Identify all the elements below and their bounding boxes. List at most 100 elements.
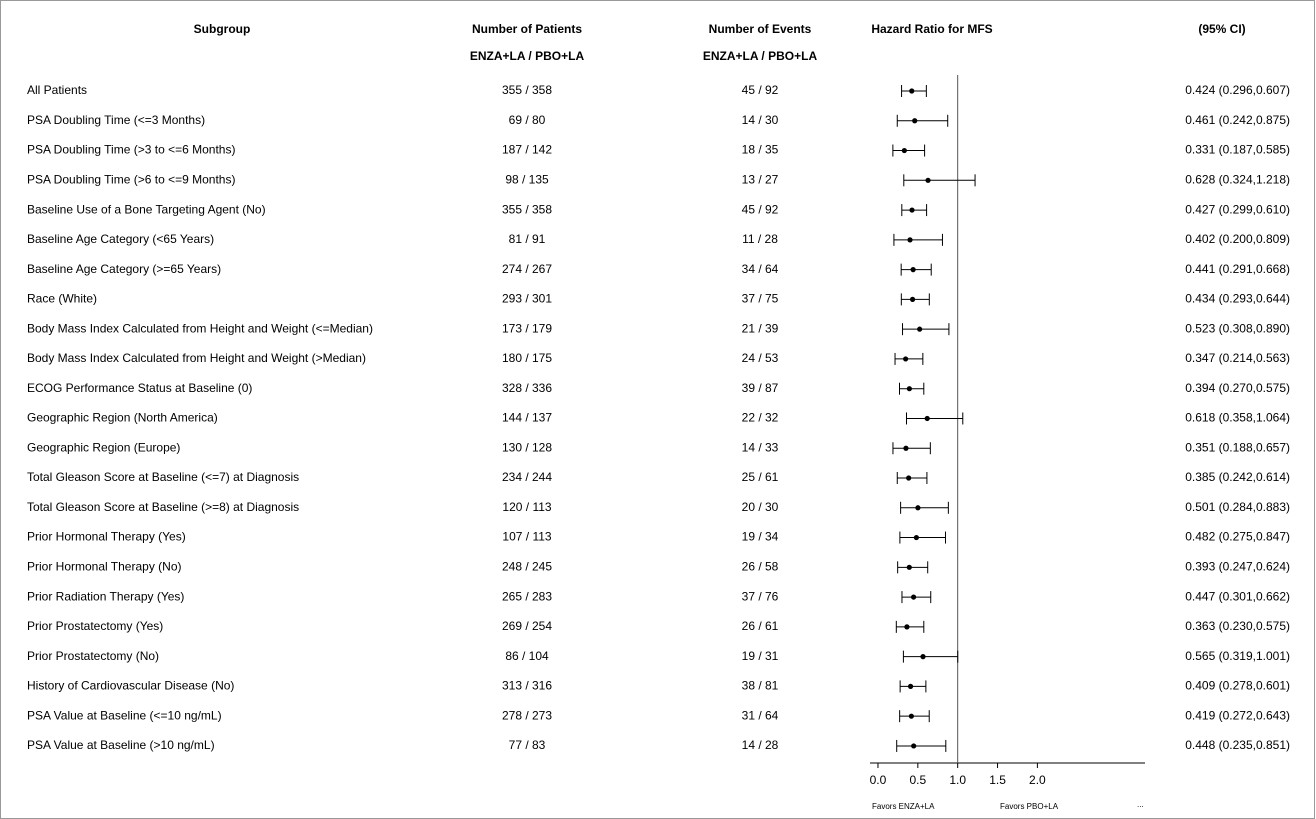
patients-cell: 77 / 83 — [509, 738, 546, 752]
favors-left: Favors ENZA+LA — [872, 802, 935, 811]
subgroup-label: Prior Hormonal Therapy (No) — [27, 559, 182, 573]
hr-point — [912, 118, 918, 124]
events-cell: 21 / 39 — [742, 321, 779, 335]
events-cell: 45 / 92 — [742, 202, 779, 216]
events-cell: 45 / 92 — [742, 83, 779, 97]
events-cell: 31 / 64 — [742, 708, 779, 722]
subgroup-label: History of Cardiovascular Disease (No) — [27, 679, 234, 693]
ci-label: 0.419 (0.272,0.643) — [1185, 708, 1290, 722]
patients-cell: 187 / 142 — [502, 143, 552, 157]
header-subgroup: Subgroup — [194, 22, 251, 36]
subgroup-label: PSA Value at Baseline (>10 ng/mL) — [27, 738, 215, 752]
patients-cell: 98 / 135 — [505, 172, 549, 186]
ci-label: 0.448 (0.235,0.851) — [1185, 738, 1290, 752]
hr-point — [910, 267, 916, 273]
events-cell: 24 / 53 — [742, 351, 779, 365]
hr-point — [908, 713, 914, 719]
hr-point — [907, 683, 914, 690]
hr-point — [911, 594, 917, 600]
patients-cell: 107 / 113 — [502, 530, 551, 544]
subgroup-label: PSA Doubling Time (<=3 Months) — [27, 113, 205, 127]
events-cell: 25 / 61 — [742, 470, 779, 484]
patients-cell: 130 / 128 — [502, 440, 552, 454]
events-cell: 26 / 61 — [742, 619, 779, 633]
events-cell: 34 / 64 — [742, 262, 779, 276]
ci-label: 0.482 (0.275,0.847) — [1185, 530, 1290, 544]
events-cell: 13 / 27 — [742, 172, 779, 186]
ci-label: 0.351 (0.188,0.657) — [1185, 440, 1290, 454]
hr-point — [909, 207, 915, 213]
patients-cell: 120 / 113 — [502, 500, 551, 514]
patients-cell: 313 / 316 — [502, 679, 552, 693]
hr-point — [915, 505, 921, 511]
ci-label: 0.393 (0.247,0.624) — [1185, 559, 1290, 573]
events-cell: 11 / 28 — [742, 232, 778, 246]
subgroup-label: Baseline Age Category (>=65 Years) — [27, 262, 221, 276]
events-cell: 37 / 75 — [742, 292, 779, 306]
ci-label: 0.409 (0.278,0.601) — [1185, 679, 1290, 693]
subgroup-label: Baseline Age Category (<65 Years) — [27, 232, 214, 246]
hr-point — [924, 415, 930, 422]
patients-cell: 293 / 301 — [502, 292, 552, 306]
events-cell: 39 / 87 — [742, 381, 779, 395]
patients-cell: 173 / 179 — [502, 321, 552, 335]
patients-cell: 274 / 267 — [502, 262, 552, 276]
hr-point — [913, 534, 919, 541]
subgroup-label: Prior Hormonal Therapy (Yes) — [27, 530, 186, 544]
patients-cell: 265 / 283 — [502, 589, 552, 603]
x-tick-label: 1.5 — [989, 773, 1006, 787]
hr-point — [903, 445, 909, 451]
subgroup-label: Race (White) — [27, 292, 97, 306]
favors-right: Favors PBO+LA — [1000, 802, 1059, 811]
ci-label: 0.402 (0.200,0.809) — [1185, 232, 1290, 246]
events-cell: 22 / 32 — [742, 411, 779, 425]
ci-label: 0.461 (0.242,0.875) — [1185, 113, 1290, 127]
events-cell: 26 / 58 — [742, 559, 779, 573]
ci-label: 0.523 (0.308,0.890) — [1185, 321, 1290, 335]
patients-cell: 144 / 137 — [502, 411, 552, 425]
subgroup-label: ECOG Performance Status at Baseline (0) — [27, 381, 252, 395]
subgroup-label: Total Gleason Score at Baseline (<=7) at… — [27, 470, 299, 484]
patients-cell: 69 / 80 — [509, 113, 546, 127]
subgroup-label: Baseline Use of a Bone Targeting Agent (… — [27, 202, 266, 216]
events-cell: 14 / 33 — [742, 440, 779, 454]
x-tick-label: 1.0 — [949, 773, 966, 787]
header-events-sub: ENZA+LA / PBO+LA — [703, 49, 818, 63]
hr-point — [920, 654, 926, 660]
patients-cell: 355 / 358 — [502, 202, 552, 216]
patients-cell: 355 / 358 — [502, 83, 552, 97]
x-tick-label: 2.0 — [1029, 773, 1046, 787]
ci-label: 0.434 (0.293,0.644) — [1185, 292, 1290, 306]
patients-cell: 278 / 273 — [502, 708, 552, 722]
events-cell: 14 / 30 — [742, 113, 779, 127]
ci-label: 0.618 (0.358,1.064) — [1185, 411, 1290, 425]
patients-cell: 269 / 254 — [502, 619, 552, 633]
hr-point — [907, 237, 913, 243]
subgroup-label: All Patients — [27, 83, 87, 97]
ci-label: 0.447 (0.301,0.662) — [1185, 589, 1290, 603]
x-tick-label: 0.0 — [870, 773, 887, 787]
subgroup-label: Prior Prostatectomy (Yes) — [27, 619, 163, 633]
ci-label: 0.394 (0.270,0.575) — [1185, 381, 1290, 395]
ci-label: 0.441 (0.291,0.668) — [1185, 262, 1290, 276]
hr-point — [925, 177, 931, 183]
hr-point — [917, 326, 923, 332]
ci-label: 0.565 (0.319,1.001) — [1185, 649, 1290, 663]
ci-label: 0.363 (0.230,0.575) — [1185, 619, 1290, 633]
subgroup-label: Geographic Region (Europe) — [27, 440, 180, 454]
subgroup-label: Body Mass Index Calculated from Height a… — [27, 351, 366, 365]
subgroup-label: Geographic Region (North America) — [27, 411, 218, 425]
subgroup-label: Total Gleason Score at Baseline (>=8) at… — [27, 500, 299, 514]
ci-label: 0.331 (0.187,0.585) — [1185, 143, 1290, 157]
events-cell: 38 / 81 — [742, 679, 779, 693]
header-hr: Hazard Ratio for MFS — [871, 22, 992, 36]
hr-point — [906, 386, 912, 392]
ellipsis: ... — [1137, 800, 1144, 809]
ci-label: 0.424 (0.296,0.607) — [1185, 83, 1290, 97]
subgroup-label: PSA Doubling Time (>6 to <=9 Months) — [27, 172, 235, 186]
hr-point — [906, 475, 912, 481]
hr-point — [903, 356, 909, 362]
events-cell: 19 / 31 — [742, 649, 779, 663]
